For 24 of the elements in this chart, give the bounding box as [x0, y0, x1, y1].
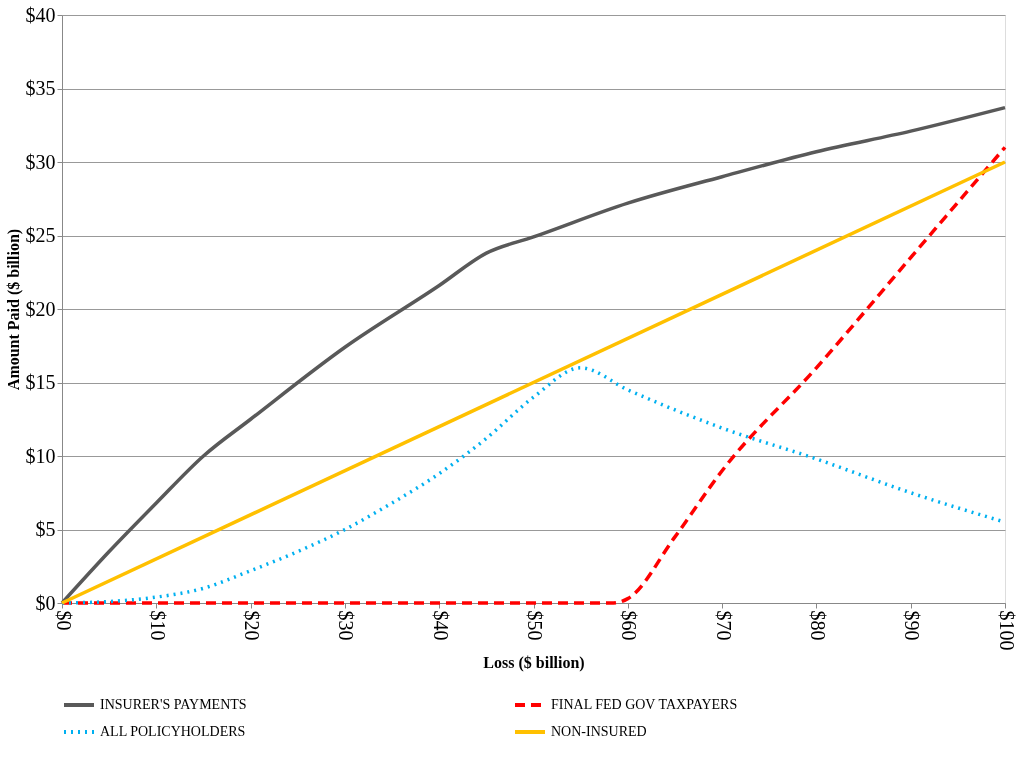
x-tick-label: $30: [335, 610, 358, 641]
x-tick-label: $70: [712, 610, 735, 641]
x-tick-label: $90: [901, 610, 924, 641]
x-tick-label: $50: [524, 610, 546, 641]
x-tick-label: $20: [241, 610, 264, 641]
legend-label: FINAL FED GOV TAXPAYERS: [551, 697, 738, 712]
legend-label: NON-INSURED: [551, 724, 647, 739]
y-tick-label: $25: [25, 224, 56, 246]
y-axis-title: Amount Paid ($ billion): [4, 228, 23, 391]
y-tick-label: $5: [35, 518, 56, 540]
x-tick-label: $100: [995, 610, 1018, 651]
x-tick-label: $80: [806, 610, 829, 641]
x-tick-label: $60: [618, 610, 641, 641]
y-tick-label: $40: [25, 3, 56, 26]
y-tick-label: $10: [25, 444, 56, 467]
y-tick-label: $30: [25, 150, 56, 173]
legend-label: INSURER'S PAYMENTS: [100, 697, 247, 712]
x-tick-label: $40: [429, 610, 452, 641]
legend-label: ALL POLICYHOLDERS: [100, 724, 246, 739]
y-tick-label: $20: [25, 297, 56, 320]
y-tick-label: $35: [25, 77, 56, 99]
x-axis-title: Loss ($ billion): [483, 653, 585, 672]
x-tick-label: $10: [146, 610, 169, 641]
y-tick-label: $15: [25, 371, 56, 393]
